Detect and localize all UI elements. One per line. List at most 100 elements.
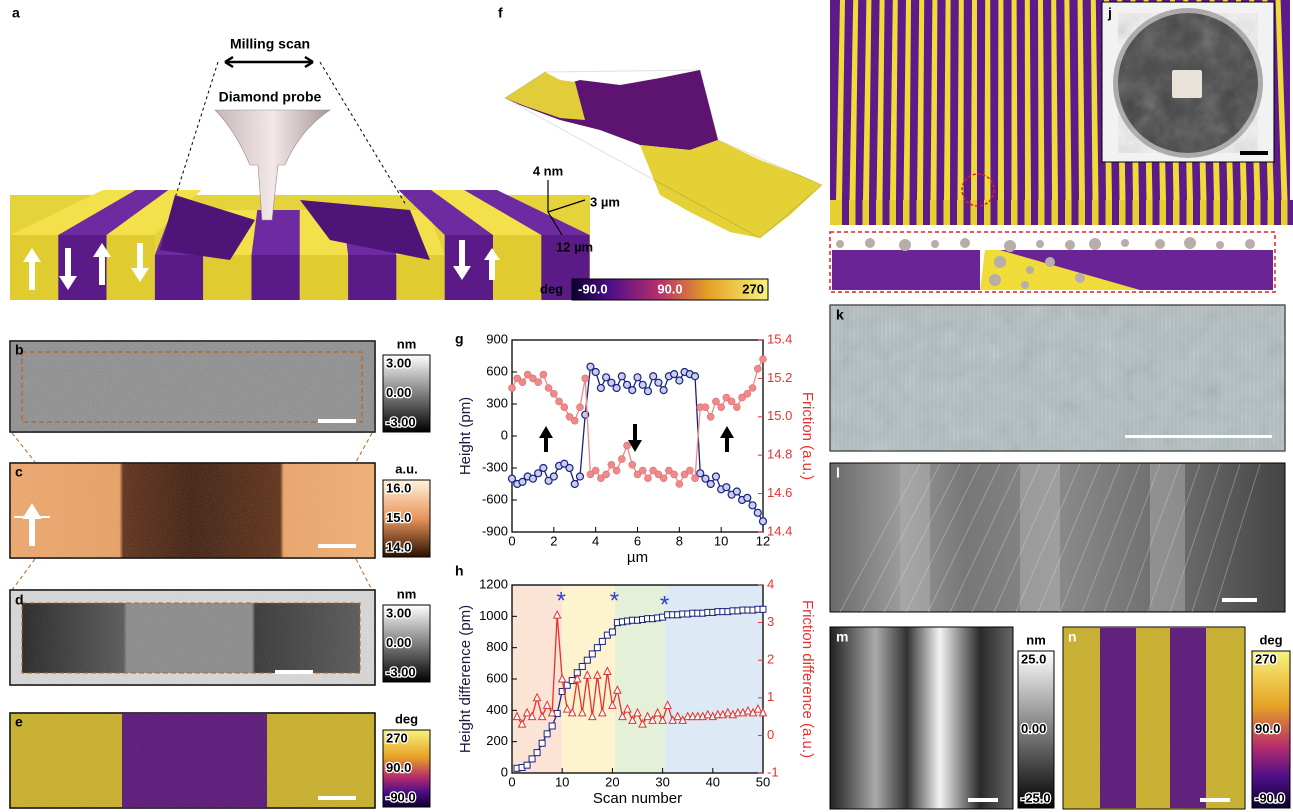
marker [760, 606, 766, 612]
x-tick-label: 10 [555, 774, 569, 789]
marker [749, 385, 756, 392]
shaded-region [615, 585, 665, 773]
particle [960, 238, 970, 248]
colorbar-tick: 0.00 [386, 635, 411, 650]
x-tick-label: 40 [706, 774, 720, 789]
marker [592, 467, 599, 474]
marker [579, 663, 585, 669]
stripe-face [396, 255, 444, 300]
particle [1045, 257, 1055, 267]
colorbar-unit: deg [395, 711, 418, 726]
panel-label: j [1107, 5, 1112, 21]
marker [671, 371, 678, 378]
stripe-face [856, 200, 863, 225]
panel-label: g [455, 331, 464, 347]
stripe-face [1004, 200, 1011, 225]
marker [644, 388, 651, 395]
marker [571, 481, 578, 488]
particle [1245, 239, 1255, 249]
afm-image [830, 627, 1013, 809]
scale-bar [318, 796, 356, 800]
marker [712, 398, 719, 405]
panel-label: l [836, 465, 840, 481]
marker [692, 373, 699, 380]
marker [744, 390, 751, 397]
dashed-line [356, 559, 372, 590]
colorbar-tick: 0.00 [1021, 721, 1046, 736]
marker [609, 629, 615, 635]
marker [655, 379, 662, 386]
marker [576, 404, 583, 411]
colorbar-tick: 270 [742, 281, 764, 296]
stripe-face [937, 200, 944, 225]
marker [723, 484, 730, 491]
stripe-face [923, 200, 930, 225]
y-tick-label: 200 [486, 733, 508, 748]
particle [1155, 239, 1165, 249]
stripe-face [107, 235, 155, 300]
scale-bar [318, 419, 356, 423]
x-tick-label: 8 [676, 533, 683, 548]
x-tick-label: 6 [634, 533, 641, 548]
panel-label: h [455, 563, 464, 579]
shaded-region [512, 585, 562, 773]
marker [749, 502, 756, 509]
y-tick-label: -300 [482, 459, 508, 474]
scale-bar [1222, 598, 1257, 602]
annotation: * [660, 591, 669, 618]
y-axis-label: Height (pm) [457, 397, 474, 475]
colorbar-tick: -90.0 [578, 281, 608, 296]
scale-bar [1240, 151, 1268, 155]
colorbar-tick: 3.00 [386, 605, 411, 620]
marker [561, 404, 568, 411]
x-tick-label: 10 [714, 533, 728, 548]
marker [608, 461, 615, 468]
colorbar-tick: 15.0 [386, 510, 411, 525]
stripe-face [1126, 200, 1133, 225]
marker [556, 398, 563, 405]
marker [550, 390, 557, 397]
marker [576, 473, 583, 480]
marker [692, 475, 699, 482]
marker [707, 413, 714, 420]
colorbar-tick: -3.00 [386, 664, 416, 679]
marker [660, 387, 667, 394]
particle [1021, 281, 1029, 289]
y-tick-label: 300 [486, 395, 508, 410]
marker [540, 465, 547, 472]
colorbar-unit: deg [1259, 632, 1282, 647]
y2-tick-label: 15.2 [767, 370, 792, 385]
stripe-face [1288, 200, 1293, 225]
marker [545, 385, 552, 392]
stripe-face [300, 255, 348, 300]
colorbar-unit: nm [397, 586, 417, 601]
particle [1026, 266, 1034, 274]
marker [676, 377, 683, 384]
stripe-face [1099, 200, 1106, 225]
polarization-arrows [539, 424, 734, 452]
colorbar-unit: a.u. [395, 461, 417, 476]
stripe-top [252, 210, 300, 255]
x-axis-label: Scan number [593, 790, 682, 807]
stripe-face [1112, 200, 1119, 225]
x-tick-label: 20 [605, 774, 619, 789]
y-tick-label: 600 [486, 363, 508, 378]
marker [754, 509, 761, 516]
y-tick-label: -600 [482, 491, 508, 506]
marker [529, 756, 535, 762]
x-tick-label: 0 [508, 774, 515, 789]
colorbar-unit: nm [1026, 632, 1046, 647]
y2-tick-label: 14.4 [767, 523, 792, 538]
marker [650, 373, 657, 380]
y-tick-label: 1200 [479, 576, 508, 591]
stripe [1012, 0, 1018, 200]
stripe [971, 0, 977, 200]
marker [597, 385, 604, 392]
marker [549, 723, 555, 729]
marker [707, 481, 714, 488]
particle [865, 238, 875, 248]
marker [566, 465, 573, 472]
y-tick-label: 400 [486, 702, 508, 717]
marker [544, 731, 550, 737]
particle [899, 239, 911, 251]
